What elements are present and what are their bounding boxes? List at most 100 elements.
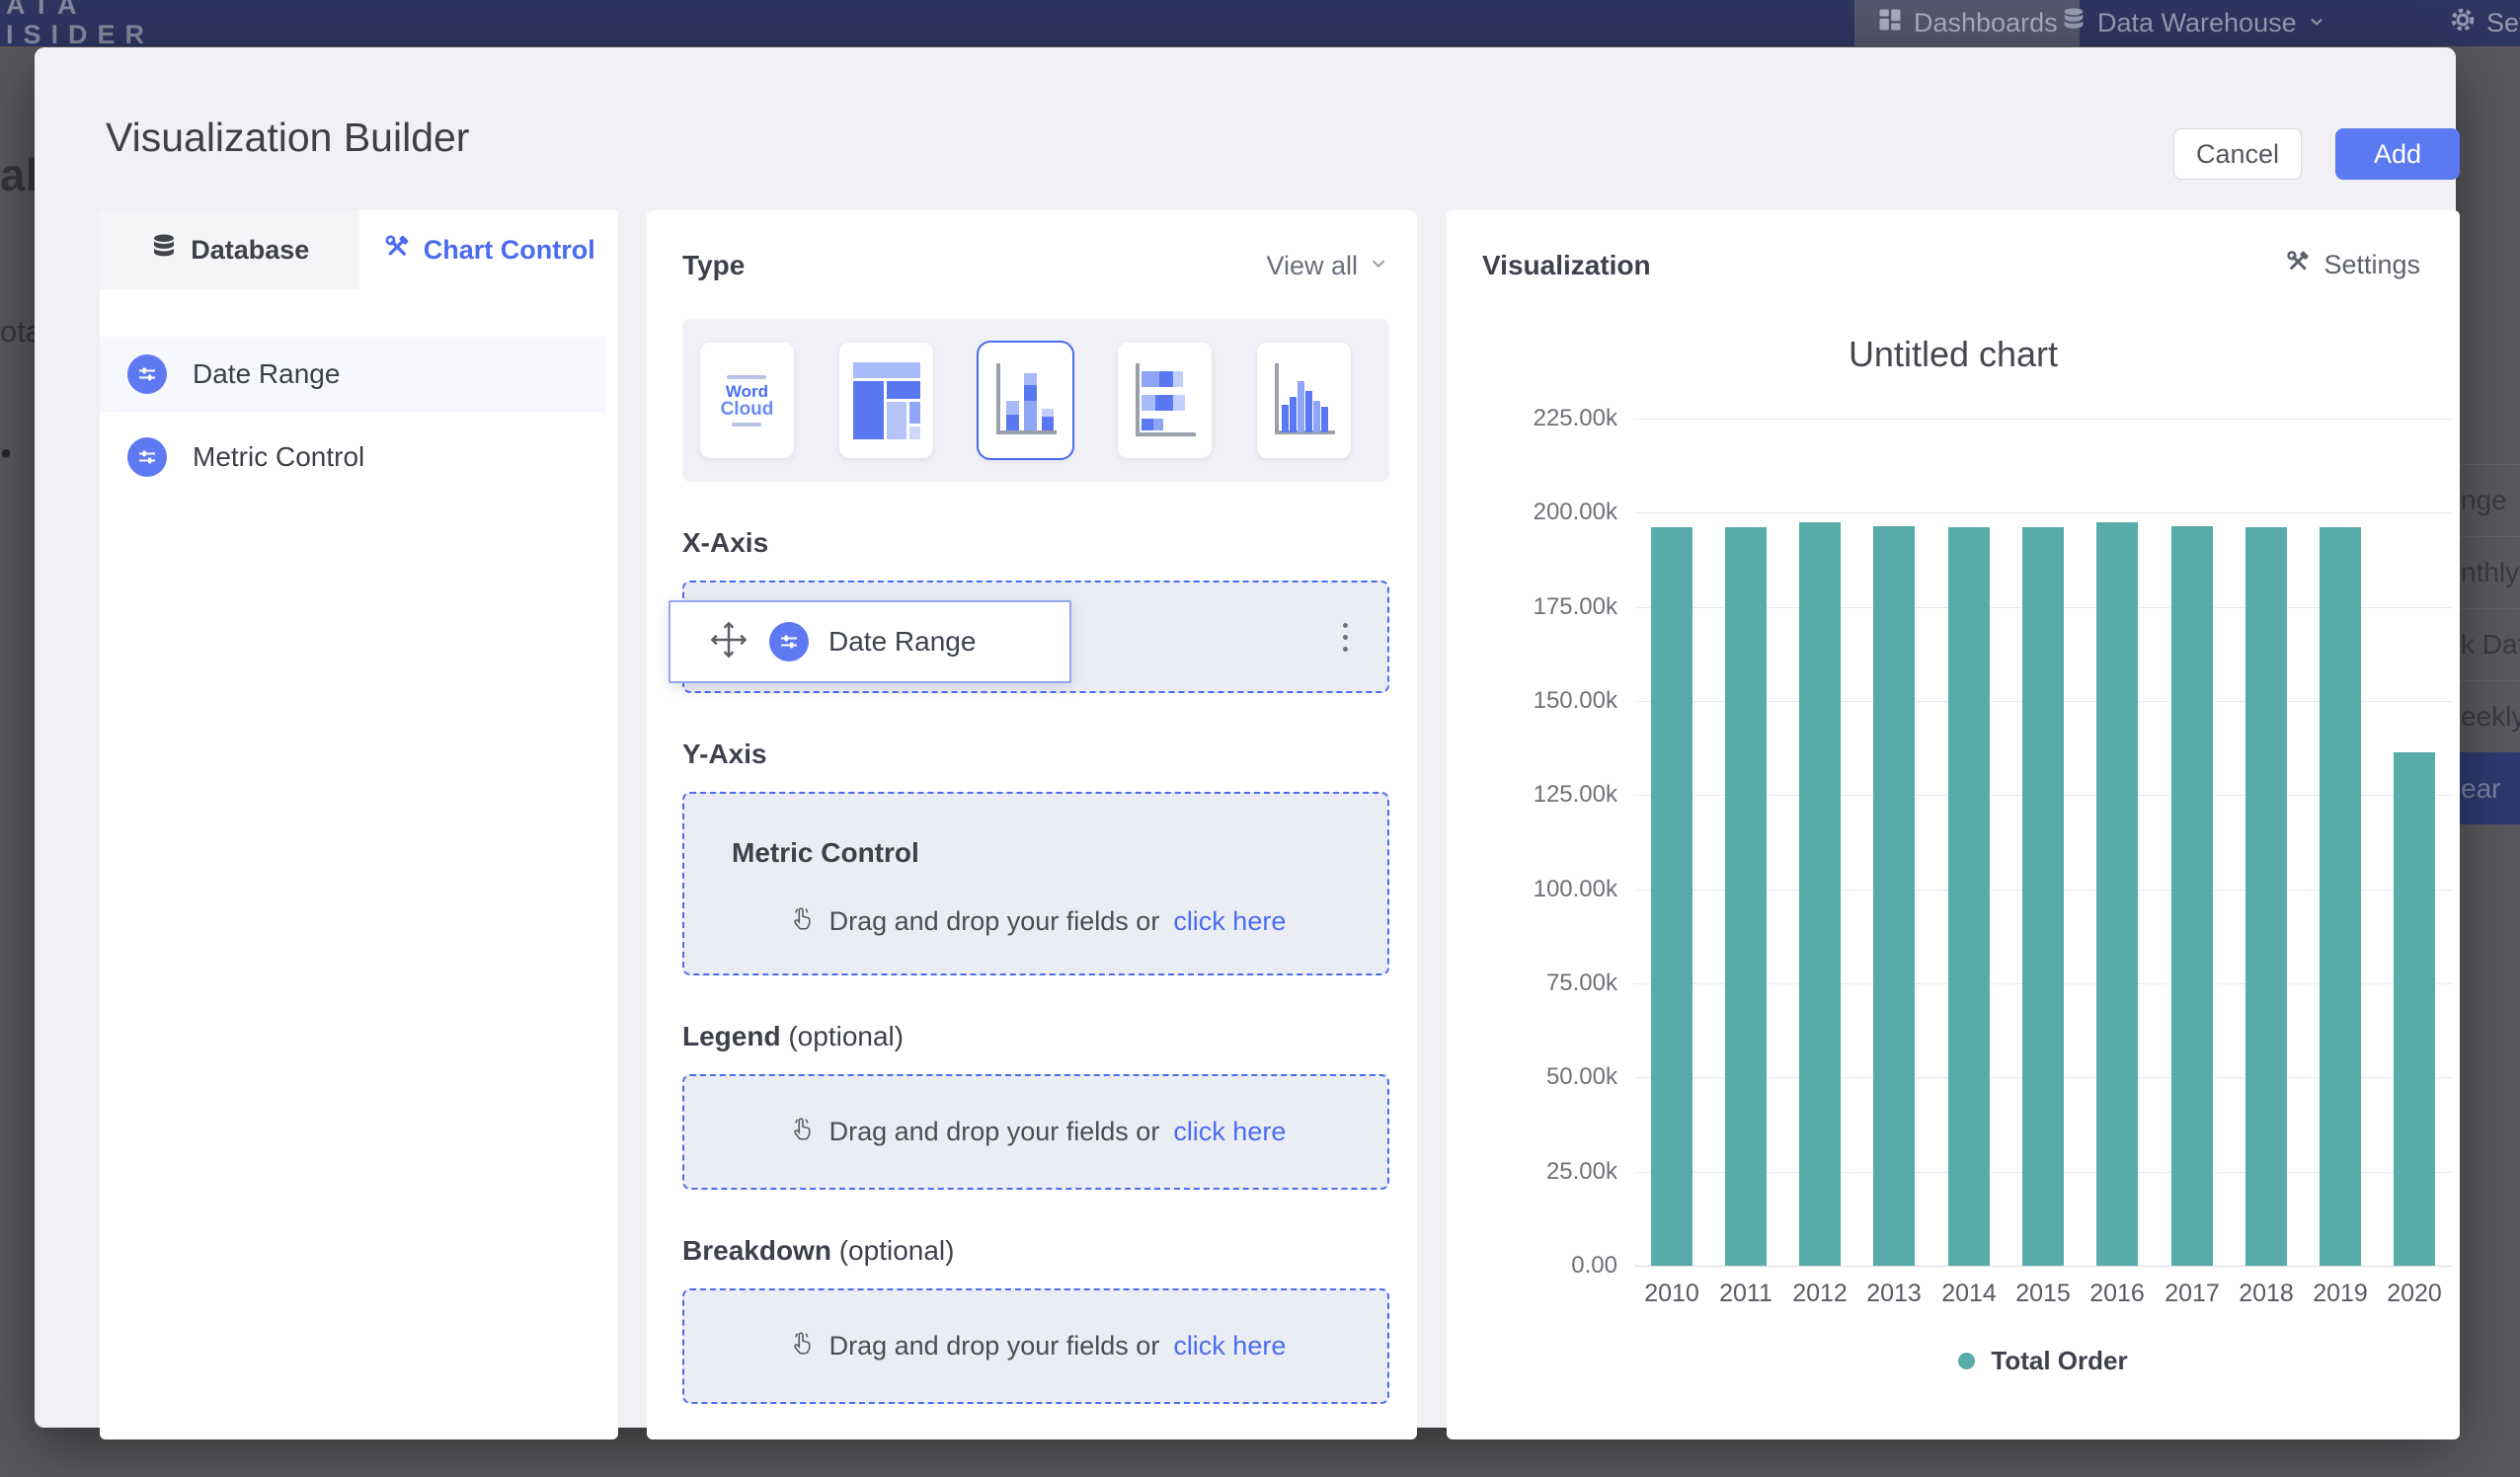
x-axis-dropzone[interactable]: Date Range (669, 581, 1389, 693)
visualization-panel: Visualization Settings Untitled chart 22… (1447, 210, 2460, 1439)
bar-2010 (1651, 527, 1693, 1266)
bar-2019 (2320, 527, 2361, 1266)
tools-icon (382, 232, 412, 269)
visualization-heading: Visualization (1482, 249, 1651, 280)
settings-label: Settings (2323, 250, 2420, 279)
gridline (1634, 419, 2452, 420)
background-menu-row: nge (2455, 464, 2520, 536)
x-axis-heading: X-Axis (682, 527, 769, 558)
tab-database[interactable]: Database (100, 210, 359, 289)
x-axis-tick-label: 2015 (2015, 1280, 2071, 1307)
x-axis-tick-label: 2010 (1644, 1280, 1699, 1307)
modal-title: Visualization Builder (106, 115, 470, 160)
tab-chart-control[interactable]: Chart Control (358, 210, 618, 289)
background-text-fragment: ota (0, 314, 35, 349)
word-cloud-word: Word (725, 381, 769, 401)
view-all-dropdown[interactable]: View all (1266, 251, 1389, 281)
y-axis-tick-label: 100.00k (1533, 876, 1617, 902)
gear-icon (2449, 6, 2477, 40)
sliders-icon (769, 622, 809, 661)
dropzone-field-title: Metric Control (732, 837, 919, 868)
type-heading: Type (682, 250, 746, 280)
field-item-metric-control[interactable]: Metric Control (100, 420, 606, 495)
legend-heading: Legend (optional) (682, 1021, 905, 1051)
bar-2016 (2096, 522, 2138, 1266)
drop-hint-text: Drag and drop your fields or (828, 1331, 1160, 1360)
y-axis-dropzone[interactable]: Metric Control Drag and drop your fields… (682, 792, 1389, 975)
background-menu-row: eekly (2455, 680, 2520, 752)
nav-tab-label: Data Warehouse (2097, 8, 2297, 38)
click-here-link[interactable]: click here (1173, 906, 1287, 936)
y-axis-tick-label: 25.00k (1545, 1158, 1617, 1185)
bar-2015 (2022, 527, 2064, 1266)
treemap-icon (852, 361, 920, 439)
nav-tab-settings[interactable]: Setti (2449, 0, 2520, 46)
field-label: Metric Control (193, 441, 365, 472)
chart-settings-button[interactable]: Settings (2284, 248, 2420, 282)
database-icon (2060, 6, 2087, 40)
legend-swatch (1958, 1353, 1976, 1369)
background-menu-row: k Date (2455, 608, 2520, 680)
chart-type-histogram[interactable] (1257, 343, 1351, 458)
x-axis-tick-label: 2019 (2313, 1280, 2368, 1307)
x-axis-tick-label: 2018 (2239, 1280, 2294, 1307)
field-item-date-range[interactable]: Date Range (100, 337, 606, 412)
click-here-link[interactable]: click here (1173, 1331, 1287, 1360)
logo-line-1: ATA (6, 0, 87, 20)
nav-tab-data-warehouse[interactable]: Data Warehouse (2060, 0, 2326, 46)
tap-icon (786, 903, 816, 940)
tools-icon (2284, 248, 2312, 282)
bar-chart-plot: 225.00k 200.00k 175.00k 150.00k 125.00k 100.0… (1534, 405, 2452, 1307)
move-icon (708, 619, 749, 665)
y-axis-tick-label: 225.00k (1533, 405, 1617, 431)
column-chart-icon (995, 362, 1057, 434)
bar-2018 (2245, 527, 2287, 1266)
field-list: Date Range Metric Control (100, 289, 618, 495)
drop-hint-text: Drag and drop your fields or (828, 1117, 1160, 1146)
x-axis-tick-label: 2011 (1719, 1280, 1772, 1307)
breakdown-dropzone[interactable]: Drag and drop your fields or click here (682, 1288, 1389, 1404)
click-here-link[interactable]: click here (1173, 1117, 1287, 1146)
fields-tabbar: Database Chart Control (100, 210, 618, 289)
bar-2017 (2171, 526, 2213, 1266)
sliders-icon (127, 354, 167, 394)
y-axis-tick-label: 50.00k (1545, 1063, 1617, 1090)
x-axis-tick-label: 2016 (2089, 1280, 2145, 1307)
background-menu-row: nthly (2455, 536, 2520, 608)
breakdown-heading: Breakdown (optional) (682, 1235, 955, 1266)
bar-2020 (2394, 752, 2435, 1266)
chart-type-stacked-bar[interactable] (1118, 343, 1212, 458)
visualization-builder-modal: Visualization Builder Cancel Add Databas… (35, 47, 2460, 1439)
gridline (1634, 1266, 2452, 1267)
stacked-bar-icon (1135, 362, 1196, 436)
chart-type-strip: Word Cloud (682, 319, 1389, 482)
y-axis-tick-label: 125.00k (1533, 781, 1617, 808)
dragged-field-chip[interactable]: Date Range (669, 600, 1071, 683)
nav-tab-dashboards[interactable]: Dashboards (1854, 0, 2080, 46)
y-axis-tick-label: 175.00k (1533, 593, 1617, 620)
chart-type-word-cloud[interactable]: Word Cloud (700, 343, 794, 458)
bar-2014 (1948, 527, 1990, 1266)
top-navbar: ATA ISIDER Dashboards Data Warehouse Set… (0, 0, 2520, 49)
chart-legend-item[interactable]: Total Order (1634, 1346, 2452, 1376)
chart-type-column-chart[interactable] (977, 341, 1074, 460)
bar-2011 (1725, 527, 1767, 1266)
nav-tab-label: Dashboards (1914, 8, 2058, 38)
bar-2012 (1799, 522, 1841, 1266)
nav-tab-label: Setti (2486, 8, 2520, 38)
legend-dropzone[interactable]: Drag and drop your fields or click here (682, 1074, 1389, 1190)
chart-type-treemap[interactable] (839, 343, 933, 458)
logo-line-2: ISIDER (6, 20, 155, 49)
y-axis-tick-label: 0.00 (1571, 1252, 1617, 1279)
builder-panel: Type View all Word Cloud (647, 210, 1417, 1439)
tab-label: Database (191, 234, 310, 265)
fields-panel: Database Chart Control Date Range Metric … (100, 210, 618, 1439)
add-button[interactable]: Add (2335, 128, 2460, 180)
y-axis-heading: Y-Axis (682, 738, 767, 769)
field-label: Date Range (193, 358, 341, 389)
bar-2013 (1873, 526, 1915, 1266)
cancel-button[interactable]: Cancel (2173, 128, 2302, 180)
drop-hint-text: Drag and drop your fields or (828, 906, 1160, 936)
kebab-menu-icon[interactable] (1330, 615, 1360, 659)
gridline (1634, 512, 2452, 513)
